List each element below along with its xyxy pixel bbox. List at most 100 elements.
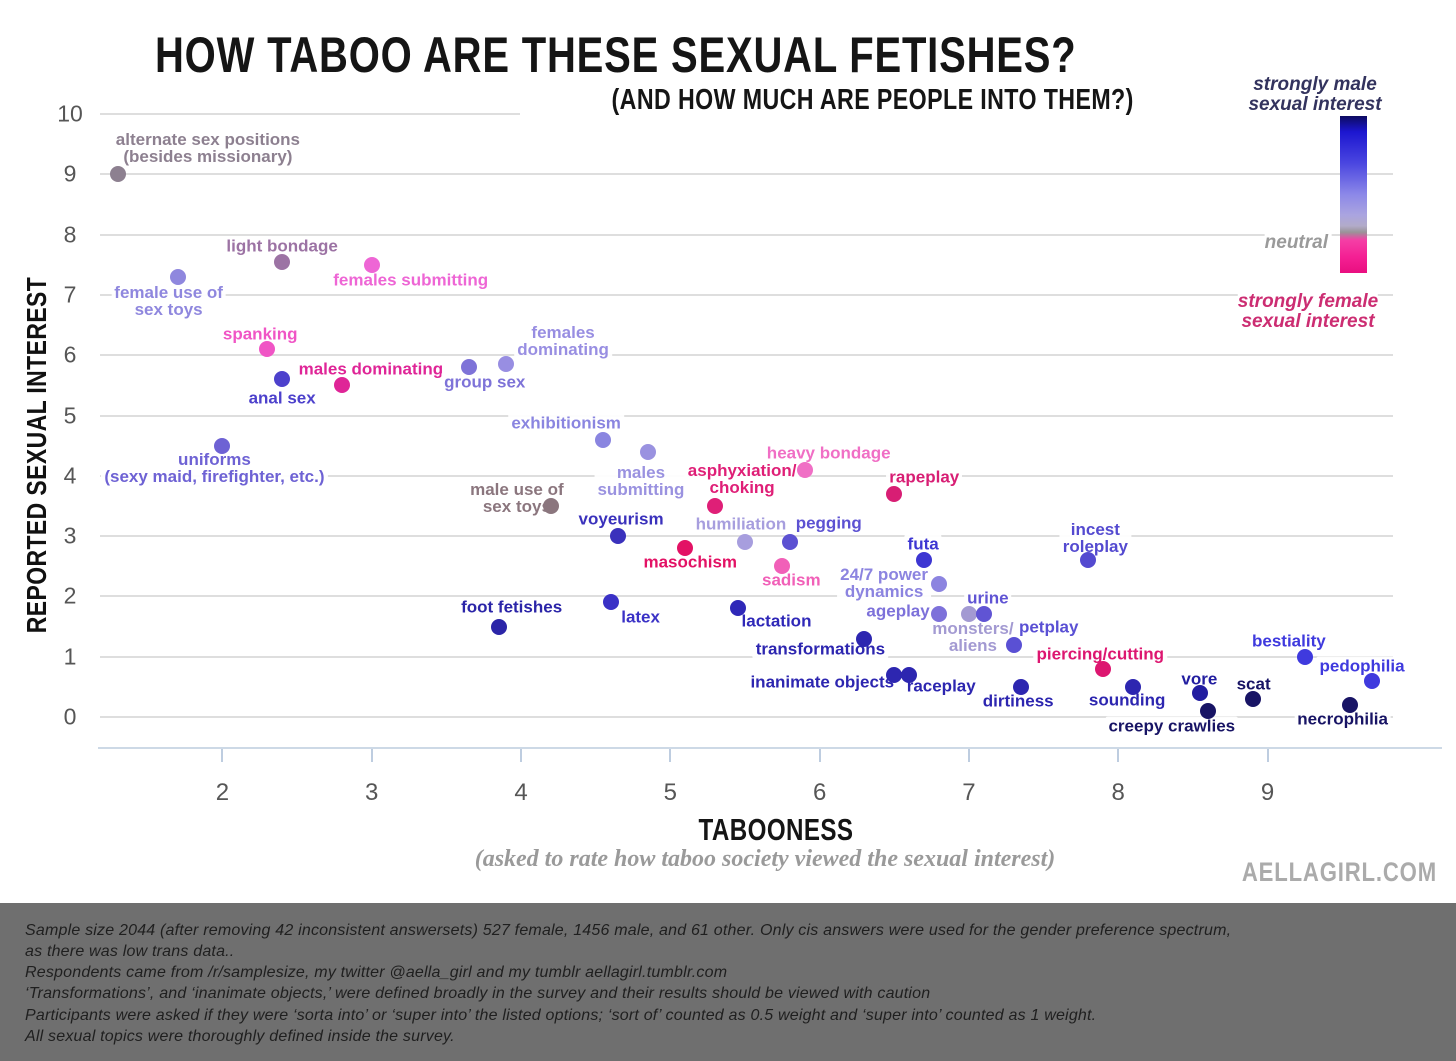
x-tick-label: 6 <box>812 779 827 806</box>
point-label-raceplay: raceplay <box>903 676 979 696</box>
x-tick-label: 2 <box>215 779 230 806</box>
y-tick-label: 7 <box>63 281 77 308</box>
x-tick-mark <box>1266 749 1269 762</box>
point-uniforms-sexy-maid-firefighter-etc <box>214 437 231 454</box>
point-lactation <box>729 600 746 617</box>
x-tick-label: 8 <box>1111 779 1125 806</box>
point-label-scat: scat <box>1233 674 1274 694</box>
point-label-female-use-of-sex-toys: female use of sex toys <box>111 282 226 319</box>
colorbar-gradient <box>1340 116 1367 273</box>
point-label-foot-fetishes: foot fetishes <box>458 597 566 617</box>
point-label-monsters-aliens: monsters/ aliens <box>929 619 1017 656</box>
gridline-y-1 <box>100 655 1393 658</box>
point-masochism <box>677 540 694 557</box>
point-label-sounding: sounding <box>1085 690 1169 710</box>
point-label-sadism: sadism <box>759 570 824 590</box>
point-label-males-submitting: males submitting <box>594 462 688 499</box>
legend-female-label: strongly female sexual interest <box>1237 291 1379 332</box>
chart-subtitle: (AND HOW MUCH ARE PEOPLE INTO THEM?) <box>611 84 1134 116</box>
point-transformations <box>856 630 873 647</box>
point-label-vore: vore <box>1178 669 1221 689</box>
point-necrophilia <box>1341 696 1358 713</box>
point-label-petplay: petplay <box>1015 617 1082 637</box>
point-alternate-sex-positions-besides-missionary <box>109 166 126 183</box>
point-sounding <box>1125 678 1142 695</box>
x-tick-mark <box>370 749 373 762</box>
point-dirtiness <box>1013 678 1030 695</box>
y-tick-label: 6 <box>63 341 77 368</box>
point-label-ageplay: ageplay <box>863 601 933 621</box>
point-vore <box>1192 684 1209 701</box>
footnote-line: Sample size 2044 (after removing 42 inco… <box>25 922 1232 939</box>
point-label-humiliation: humiliation <box>692 514 790 534</box>
point-label-futa: futa <box>904 534 942 554</box>
point-raceplay <box>901 666 918 683</box>
footnote-line: ‘Transformations’, and ‘inanimate object… <box>25 985 931 1002</box>
point-males-submitting <box>639 443 656 460</box>
x-axis-title: TABOONESS <box>698 812 854 847</box>
y-tick-label: 3 <box>63 522 77 549</box>
point-ageplay <box>931 606 948 623</box>
point-label-bestiality: bestiality <box>1248 631 1329 651</box>
point-label-masochism: masochism <box>640 552 741 572</box>
gridline-y-2 <box>100 595 1393 598</box>
footer-band: Sample size 2044 (after removing 42 inco… <box>0 903 1456 1061</box>
point-label-transformations: transformations <box>752 639 889 659</box>
point-incest-roleplay <box>1080 552 1097 569</box>
point-label-females-submitting: females submitting <box>330 270 492 290</box>
point-scat <box>1244 690 1261 707</box>
chart-title: HOW TABOO ARE THESE SEXUAL FETISHES? <box>155 27 1077 83</box>
point-label-rapeplay: rapeplay <box>886 467 963 487</box>
point-label-voyeurism: voyeurism <box>575 509 667 529</box>
footnote-line: Participants were asked if they were ‘so… <box>25 1007 1097 1024</box>
point-monsters-aliens <box>960 606 977 623</box>
point-label-dirtiness: dirtiness <box>979 691 1057 711</box>
point-label-lactation: lactation <box>738 611 815 631</box>
point-label-males-dominating: males dominating <box>295 359 447 379</box>
x-tick-label: 3 <box>365 779 379 806</box>
point-female-use-of-sex-toys <box>169 268 186 285</box>
point-light-bondage <box>274 253 291 270</box>
point-creepy-crawlies <box>1199 702 1216 719</box>
x-axis-note: (asked to rate how taboo society viewed … <box>474 846 1056 872</box>
y-tick-label: 8 <box>63 221 77 248</box>
point-label-heavy-bondage: heavy bondage <box>763 443 894 463</box>
point-label-necrophilia: necrophilia <box>1294 709 1391 729</box>
x-tick-mark <box>520 749 523 762</box>
point-pedophilia <box>1364 672 1381 689</box>
watermark: AELLAGIRL.COM <box>1241 857 1437 887</box>
point-label-females-dominating: females dominating <box>514 323 612 360</box>
point-males-dominating <box>333 377 350 394</box>
point-humiliation <box>736 534 753 551</box>
point-asphyxiation-choking <box>707 497 724 514</box>
point-label-asphyxiation-choking: asphyxiation/ choking <box>684 460 800 497</box>
x-tick-mark <box>221 749 224 762</box>
gridline-y-0 <box>100 716 1393 718</box>
point-sadism <box>774 558 791 575</box>
gridline-y-10 <box>100 113 520 115</box>
legend-neutral-label: neutral <box>1264 232 1332 254</box>
point-label-pedophilia: pedophilia <box>1316 656 1408 676</box>
point-latex <box>602 594 619 611</box>
point-24-7-power-dynamics <box>931 576 948 593</box>
y-axis-title: REPORTED SEXUAL INTEREST <box>21 276 52 634</box>
point-label-anal-sex: anal sex <box>245 388 319 408</box>
point-label-uniforms-sexy-maid-firefighter-etc: uniforms (sexy maid, firefighter, etc.) <box>101 449 328 486</box>
point-heavy-bondage <box>796 461 813 478</box>
point-label-24-7-power-dynamics: 24/7 power dynamics <box>837 565 931 602</box>
point-petplay <box>1005 636 1022 653</box>
point-bestiality <box>1296 648 1313 665</box>
footnote-line: as there was low trans data.. <box>25 943 235 960</box>
point-label-creepy-crawlies: creepy crawlies <box>1105 716 1239 736</box>
gridline-y-9 <box>100 173 1393 176</box>
point-exhibitionism <box>595 431 612 448</box>
footnote-line: Respondents came from /r/samplesize, my … <box>25 964 728 981</box>
point-label-incest-roleplay: incest roleplay <box>1059 520 1131 557</box>
point-group-sex <box>460 359 477 376</box>
point-label-group-sex: group sex <box>441 372 529 392</box>
point-voyeurism <box>610 528 627 545</box>
x-axis-line <box>98 747 1442 749</box>
x-tick-mark <box>669 749 672 762</box>
gridline-y-5 <box>100 414 1393 417</box>
